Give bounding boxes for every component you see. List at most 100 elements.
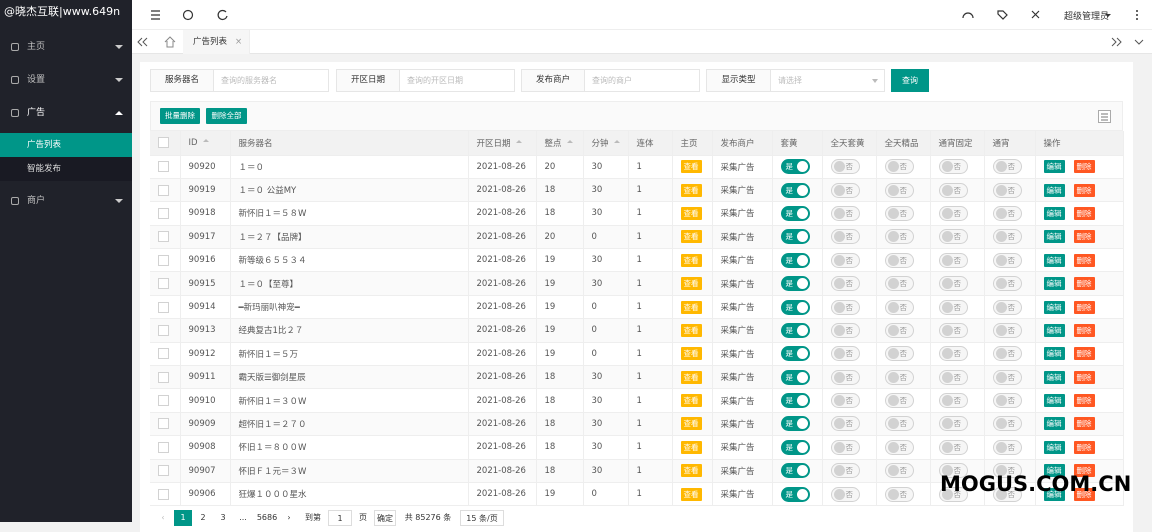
checkbox[interactable] [158, 348, 169, 360]
action-button[interactable]: 删除 [1073, 347, 1095, 361]
switch[interactable]: 否 [884, 159, 914, 175]
switch[interactable]: 否 [884, 369, 914, 385]
checkbox[interactable] [158, 324, 169, 336]
action-button[interactable]: 删除 [1073, 370, 1095, 384]
switch[interactable]: 否 [938, 182, 968, 198]
switch[interactable]: 否 [830, 369, 860, 385]
switch[interactable]: 否 [992, 205, 1022, 221]
action-button[interactable]: 编辑 [1043, 300, 1065, 314]
switch[interactable]: 否 [992, 159, 1022, 175]
switch[interactable]: 否 [830, 322, 860, 338]
switch[interactable]: 否 [884, 229, 914, 245]
field-input[interactable]: 查询的开区日期 [400, 69, 515, 92]
switch[interactable]: 否 [938, 486, 968, 502]
submenu-item[interactable]: 智能发布 [0, 157, 132, 181]
refresh-icon[interactable] [217, 9, 228, 20]
view-tag[interactable]: 查看 [680, 370, 702, 384]
action-button[interactable]: 编辑 [1043, 253, 1065, 267]
page-link[interactable]: ... [239, 513, 247, 522]
switch[interactable]: 否 [938, 463, 968, 479]
checkbox[interactable] [158, 488, 169, 500]
switch[interactable]: 否 [992, 229, 1022, 245]
sort-icon[interactable] [566, 137, 573, 144]
switch[interactable]: 否 [830, 182, 860, 198]
submenu-item[interactable]: 广告列表 [0, 133, 132, 157]
switch[interactable]: 是 [780, 416, 810, 432]
switch[interactable]: 否 [830, 229, 860, 245]
action-button[interactable]: 编辑 [1043, 347, 1065, 361]
switch[interactable]: 否 [884, 205, 914, 221]
switch[interactable]: 否 [884, 486, 914, 502]
switch[interactable]: 否 [884, 463, 914, 479]
sort-icon[interactable] [202, 136, 209, 143]
switch[interactable]: 否 [992, 276, 1022, 292]
switch[interactable]: 否 [830, 463, 860, 479]
switch[interactable]: 否 [992, 252, 1022, 268]
action-button[interactable]: 删除 [1073, 487, 1095, 501]
checkbox[interactable] [158, 301, 169, 313]
switch[interactable]: 否 [992, 439, 1022, 455]
switch[interactable]: 否 [884, 322, 914, 338]
action-button[interactable]: 删除 [1073, 417, 1095, 431]
view-tag[interactable]: 查看 [680, 323, 702, 337]
switch[interactable]: 否 [830, 346, 860, 362]
view-tag[interactable]: 查看 [680, 300, 702, 314]
checkbox[interactable] [158, 254, 169, 266]
view-tag[interactable]: 查看 [680, 487, 702, 501]
theme-icon[interactable] [962, 12, 974, 19]
checkbox[interactable] [158, 465, 169, 477]
action-button[interactable]: 删除 [1073, 440, 1095, 454]
checkbox[interactable] [158, 441, 169, 453]
switch[interactable]: 是 [780, 299, 810, 315]
action-button[interactable]: 删除 [1073, 206, 1095, 220]
switch[interactable]: 是 [780, 182, 810, 198]
switch[interactable]: 是 [780, 159, 810, 175]
switch[interactable]: 否 [938, 416, 968, 432]
view-tag[interactable]: 查看 [680, 394, 702, 408]
switch[interactable]: 否 [938, 369, 968, 385]
action-button[interactable]: 编辑 [1043, 206, 1065, 220]
checkbox[interactable] [158, 207, 169, 219]
switch[interactable]: 否 [830, 393, 860, 409]
action-button[interactable]: 删除 [1073, 300, 1095, 314]
sort-icon[interactable] [515, 137, 522, 144]
tag-icon[interactable] [997, 10, 1008, 20]
action-button[interactable]: 编辑 [1043, 464, 1065, 478]
checkbox[interactable] [158, 184, 169, 196]
switch[interactable]: 是 [780, 346, 810, 362]
goto-input[interactable]: 1 [328, 510, 352, 526]
checkbox[interactable] [158, 278, 169, 290]
checkbox[interactable] [158, 395, 169, 407]
switch[interactable]: 否 [938, 159, 968, 175]
switch[interactable]: 否 [938, 439, 968, 455]
action-button[interactable]: 编辑 [1043, 323, 1065, 337]
action-button[interactable]: 编辑 [1043, 370, 1065, 384]
menu-item[interactable]: 商户 [0, 186, 132, 216]
view-tag[interactable]: 查看 [680, 230, 702, 244]
checkbox[interactable] [158, 161, 169, 173]
switch[interactable]: 否 [884, 346, 914, 362]
switch[interactable]: 否 [884, 182, 914, 198]
page-link[interactable]: 1 [174, 510, 192, 526]
action-button[interactable]: 删除 [1073, 394, 1095, 408]
switch[interactable]: 是 [780, 439, 810, 455]
action-button[interactable]: 编辑 [1043, 230, 1065, 244]
switch[interactable]: 否 [938, 276, 968, 292]
sort-icon[interactable] [613, 137, 620, 144]
view-tag[interactable]: 查看 [680, 206, 702, 220]
action-button[interactable]: 删除 [1073, 183, 1095, 197]
page-link[interactable]: 2 [200, 513, 206, 522]
view-tag[interactable]: 查看 [680, 464, 702, 478]
view-tag[interactable]: 查看 [680, 183, 702, 197]
action-button[interactable]: 编辑 [1043, 277, 1065, 291]
field-input[interactable]: 查询的商户 [585, 69, 700, 92]
action-button[interactable]: 编辑 [1043, 487, 1065, 501]
switch[interactable]: 否 [992, 369, 1022, 385]
switch[interactable]: 否 [884, 276, 914, 292]
action-button[interactable]: 编辑 [1043, 417, 1065, 431]
switch[interactable]: 是 [780, 393, 810, 409]
view-tag[interactable]: 查看 [680, 160, 702, 174]
action-button[interactable]: 删除 [1073, 160, 1095, 174]
action-button[interactable]: 编辑 [1043, 183, 1065, 197]
menu-item[interactable]: 主页 [0, 32, 132, 62]
